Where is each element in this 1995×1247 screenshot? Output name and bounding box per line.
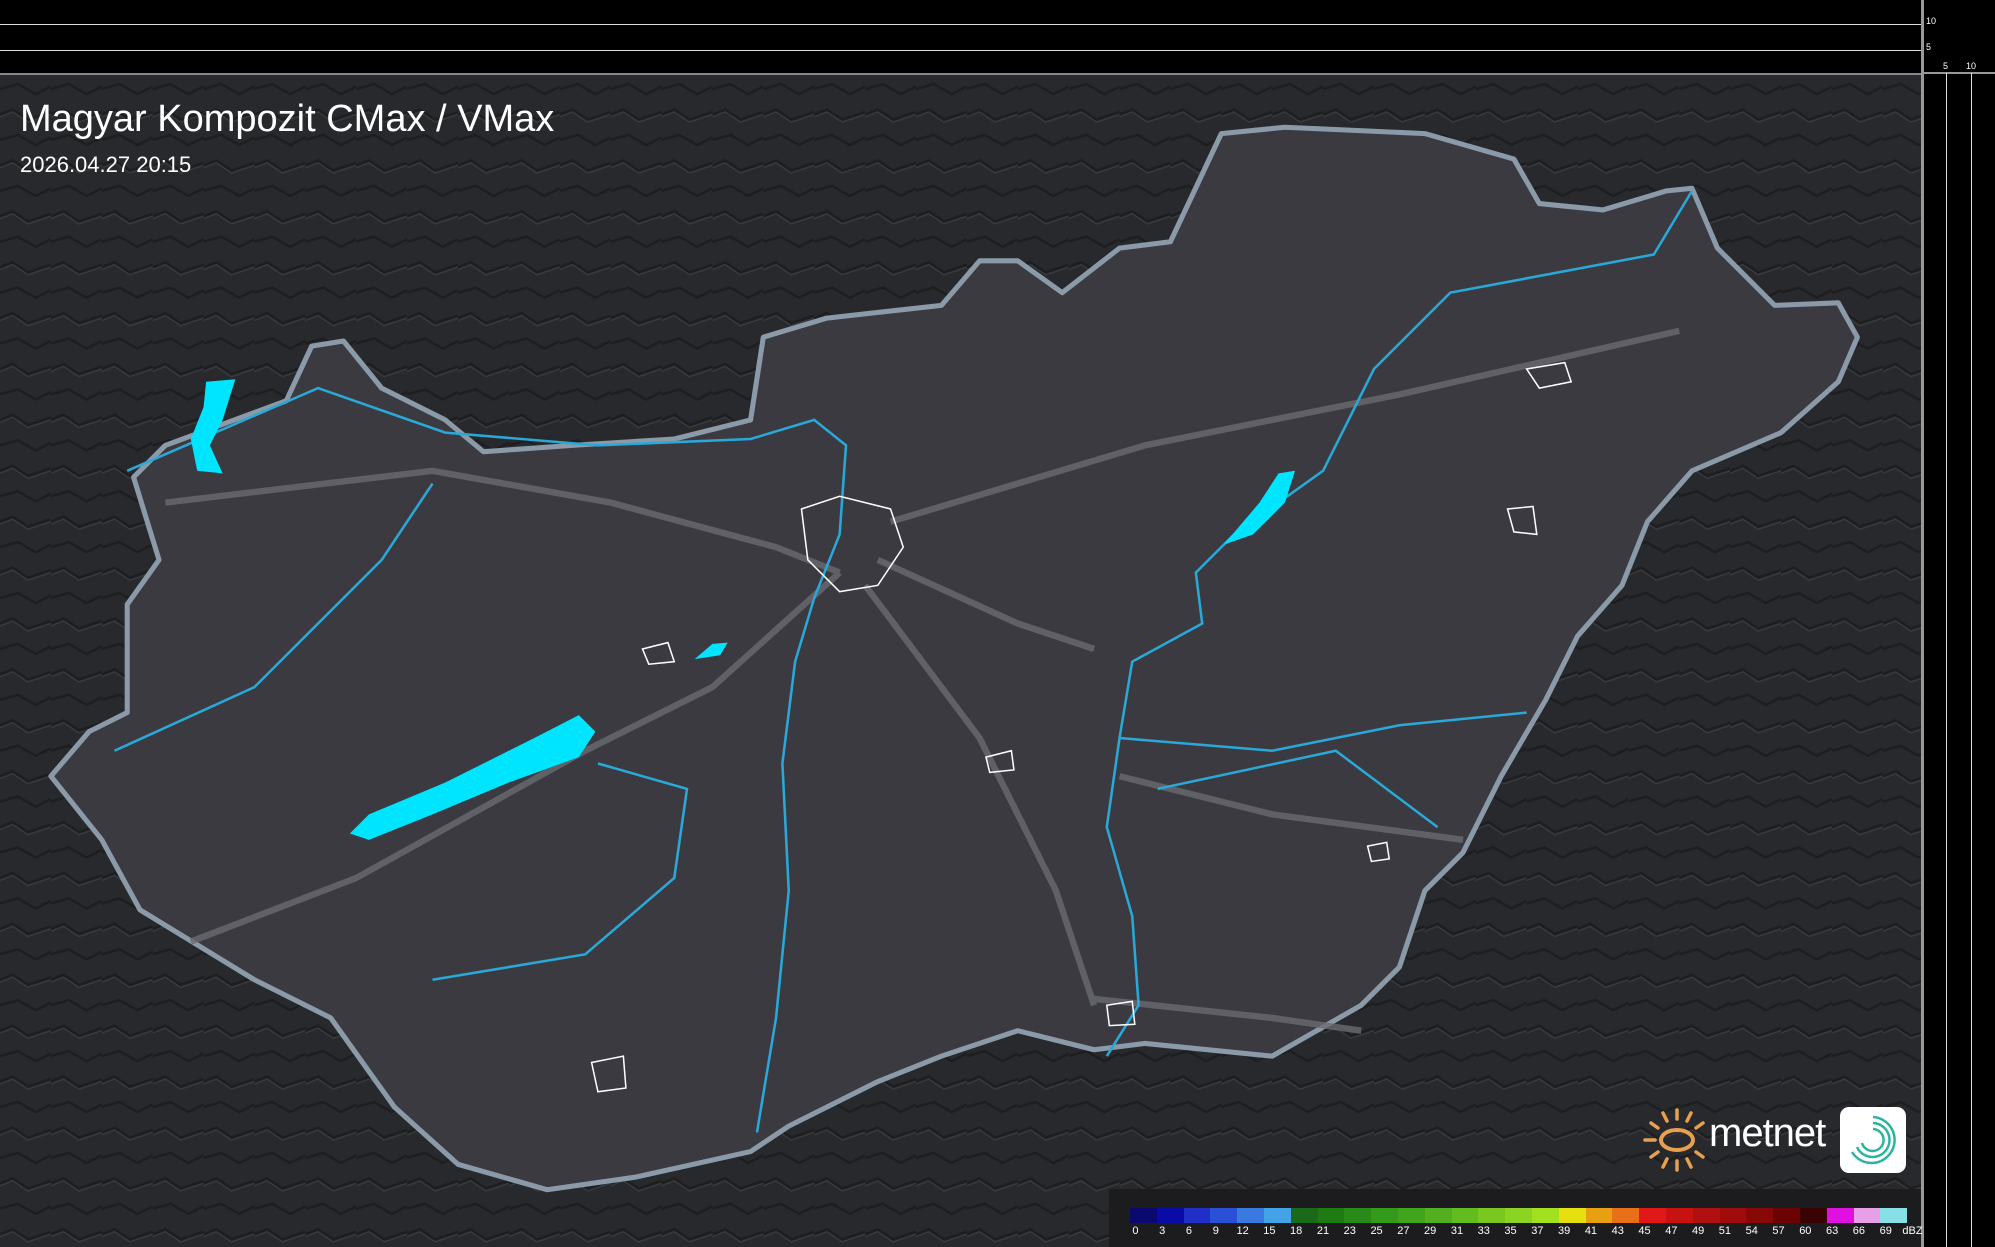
metnet-logo: metnet	[1637, 1105, 1907, 1175]
legend-swatch	[1746, 1208, 1774, 1223]
lake-neusiedl	[190, 379, 236, 474]
legend-swatch	[1665, 1208, 1693, 1223]
lakes	[190, 379, 1296, 840]
legend-label: 49	[1692, 1225, 1705, 1237]
legend-swatch	[1639, 1208, 1666, 1223]
legend-swatch	[1585, 1208, 1613, 1223]
legend-swatch	[1371, 1208, 1398, 1223]
legend-unit: dBZ	[1902, 1225, 1923, 1237]
lake-velence	[694, 642, 728, 660]
legend-label: 27	[1397, 1225, 1410, 1237]
legend-label: 37	[1531, 1225, 1544, 1237]
scale-label: 10	[1966, 61, 1977, 71]
legend-swatch	[1397, 1208, 1425, 1223]
legend-swatch	[1263, 1208, 1291, 1223]
legend-label: 63	[1825, 1225, 1839, 1237]
legend-label: 31	[1450, 1225, 1464, 1237]
legend-swatch	[1451, 1208, 1479, 1223]
map-timestamp: 2026.04.27 20:15	[20, 152, 192, 177]
map-canvas[interactable]	[0, 0, 1921, 1247]
legend-label: 66	[1852, 1225, 1866, 1237]
legend-label: 23	[1343, 1225, 1356, 1237]
legend-swatch	[1853, 1208, 1881, 1223]
legend-label: 0	[1132, 1225, 1139, 1237]
river-raba	[113, 482, 434, 752]
scale-vline-5	[1946, 73, 1947, 1247]
top-scale-band	[0, 0, 1921, 75]
rivers	[113, 190, 1694, 1133]
legend-swatch	[1344, 1208, 1372, 1223]
legend-label: 41	[1584, 1225, 1598, 1237]
legend-swatch	[1156, 1208, 1184, 1223]
legend-label: 47	[1665, 1225, 1678, 1237]
city-outlines	[590, 361, 1573, 1093]
legend-label: 18	[1290, 1225, 1303, 1237]
legend-label: 6	[1185, 1225, 1193, 1237]
legend-color-bar	[1130, 1208, 1908, 1223]
lake-balaton	[349, 715, 596, 840]
swirl-icon	[1840, 1107, 1906, 1173]
scale-label: 5	[1943, 61, 1949, 71]
legend-label: 12	[1236, 1225, 1249, 1237]
legend-swatch	[1799, 1208, 1827, 1223]
legend-swatch	[1290, 1208, 1318, 1223]
lake-tisza	[1223, 470, 1296, 545]
legend-swatch	[1531, 1208, 1559, 1223]
legend-swatch	[1719, 1208, 1747, 1223]
legend-swatch	[1478, 1208, 1506, 1223]
scale-label: 5	[1926, 42, 1932, 52]
legend-swatch	[1826, 1208, 1854, 1223]
legend-label: 25	[1370, 1225, 1383, 1237]
legend-labels: 0 3 6 9 12 15 18 21 23 25 27 29 31 33 35 37 39 41 43 45 47 49…	[1122, 1225, 1926, 1237]
legend-swatch	[1183, 1208, 1211, 1223]
river-danube	[126, 386, 848, 1133]
legend-label: 43	[1611, 1225, 1624, 1237]
legend-label: 33	[1477, 1225, 1490, 1237]
legend-swatch	[1317, 1208, 1345, 1223]
legend-label: 69	[1879, 1225, 1892, 1237]
legend-swatch	[1773, 1208, 1800, 1223]
legend-label: 21	[1316, 1225, 1330, 1237]
legend-swatch	[1210, 1208, 1238, 1223]
legend-swatch	[1237, 1208, 1264, 1223]
scale-line-5	[0, 50, 1921, 51]
river-tisza	[1105, 190, 1694, 1057]
logo-text: metnet	[1709, 1111, 1826, 1155]
legend-label: 39	[1558, 1225, 1571, 1237]
legend-label: 35	[1504, 1225, 1517, 1237]
legend-label: 57	[1772, 1225, 1785, 1237]
legend-swatch	[1692, 1208, 1720, 1223]
sun-icon	[1643, 1108, 1705, 1172]
scale-vline-10	[1971, 73, 1972, 1247]
legend-label: 45	[1638, 1225, 1651, 1237]
map-title: Magyar Kompozit CMax / VMax	[20, 98, 555, 140]
legend-label: 60	[1799, 1225, 1812, 1237]
legend-swatch	[1558, 1208, 1586, 1223]
dbz-color-legend: 0 3 6 9 12 15 18 21 23 25 27 29 31 33 35 37 39 41 43 45 47 49…	[1109, 1189, 1923, 1247]
scale-line-10	[0, 24, 1921, 25]
legend-label: 51	[1718, 1225, 1732, 1237]
legend-swatch	[1612, 1208, 1640, 1223]
legend-swatch	[1880, 1208, 1908, 1223]
legend-label: 3	[1159, 1225, 1166, 1237]
right-scale-panel: 10 5 5 10	[1921, 0, 1995, 1247]
legend-label: 9	[1212, 1225, 1219, 1237]
legend-swatch	[1505, 1208, 1532, 1223]
legend-label: 29	[1424, 1225, 1437, 1237]
legend-label: 54	[1745, 1225, 1758, 1237]
legend-swatch	[1130, 1208, 1157, 1223]
scale-label: 10	[1926, 16, 1937, 26]
roads	[165, 327, 1680, 1034]
legend-label: 15	[1263, 1225, 1276, 1237]
legend-swatch	[1424, 1208, 1452, 1223]
